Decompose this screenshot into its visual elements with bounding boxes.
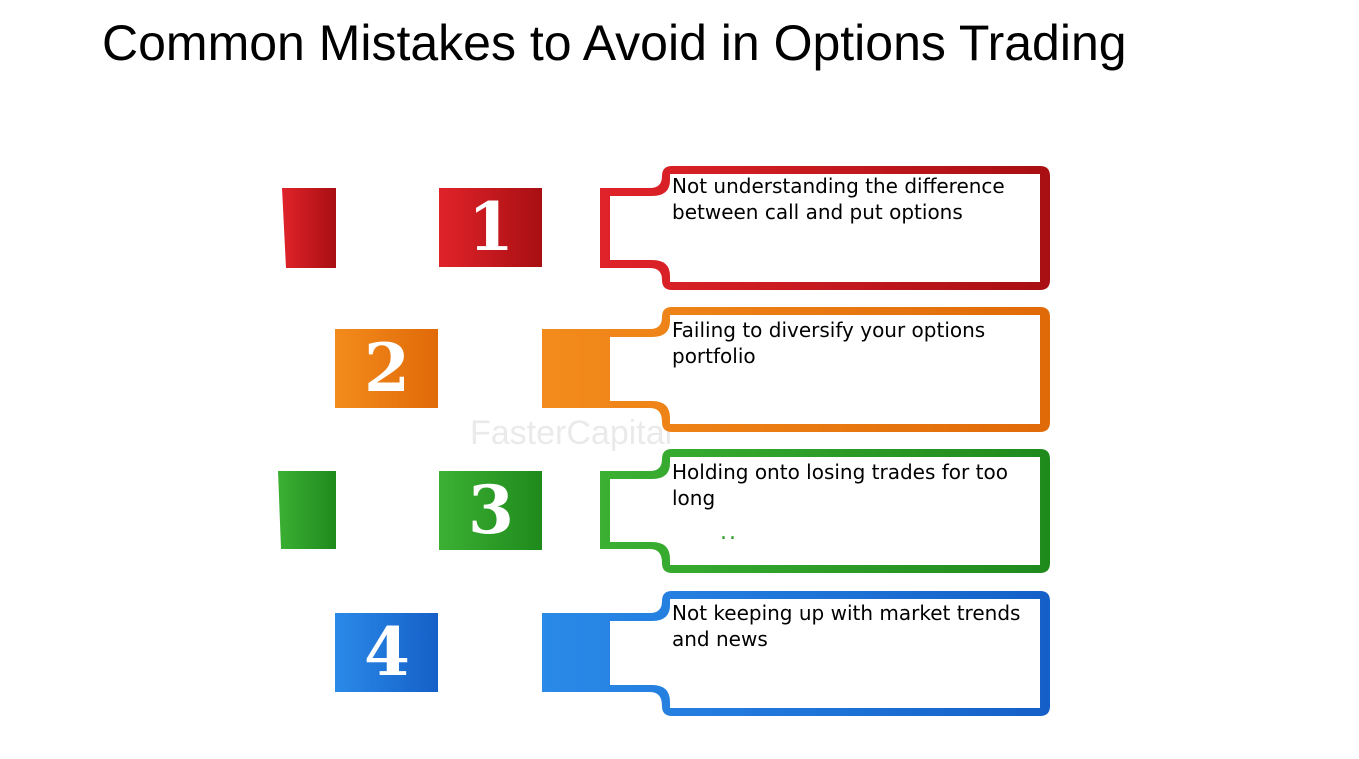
step-3-dots: ..	[720, 520, 738, 545]
step-1: 1	[282, 166, 1050, 290]
step-3-text: Holding onto losing trades for too long	[672, 460, 1008, 510]
step-1-text: Not understanding the difference between…	[672, 174, 1005, 224]
step-4-text: Not keeping up with market trends and ne…	[672, 601, 1021, 651]
step-4: 4	[335, 591, 1050, 716]
step-4-card	[610, 599, 1040, 708]
step-1-tab-left	[282, 188, 336, 268]
step-2-number: 2	[364, 329, 410, 407]
step-2-text: Failing to diversify your options portfo…	[672, 318, 986, 368]
step-1-card	[610, 174, 1040, 282]
step-4-number-box	[335, 613, 438, 692]
step-4-number: 4	[364, 613, 410, 691]
step-3-tab-left	[278, 471, 336, 549]
step-1-number-box	[439, 188, 542, 267]
step-2-card	[610, 315, 1040, 424]
step-3-card	[610, 457, 1040, 565]
step-3: 3	[278, 449, 1050, 573]
step-3-number: 3	[468, 471, 514, 549]
page-title: Common Mistakes to Avoid in Options Trad…	[102, 15, 1127, 71]
step-2-number-box	[335, 329, 438, 408]
step-2: 2	[335, 307, 1050, 432]
step-3-number-box	[439, 471, 542, 550]
watermark-logo: FasterCapital	[470, 414, 673, 452]
step-1-number: 1	[468, 188, 514, 266]
